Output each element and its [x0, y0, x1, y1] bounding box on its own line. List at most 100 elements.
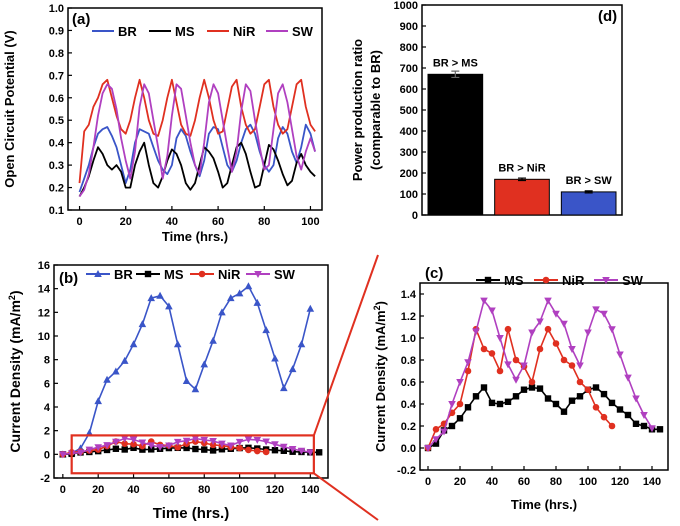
y-tick-label: 300: [400, 147, 418, 159]
x-tick-label: 80: [258, 216, 270, 228]
legend-label-ms: MS: [504, 273, 524, 288]
legend-label-ms: MS: [164, 267, 184, 282]
panel-label: (d): [598, 8, 617, 25]
data-point-ms: [103, 446, 111, 454]
x-tick-label: 60: [518, 476, 530, 488]
data-point-ms: [148, 446, 155, 453]
data-point-sw: [138, 439, 147, 447]
data-point-sw: [120, 435, 129, 443]
data-point-ms: [480, 384, 488, 391]
x-tick-label: 120: [266, 484, 284, 496]
y-axis-label-close: ): [7, 290, 23, 295]
data-point-nir: [236, 444, 243, 452]
data-point-br: [280, 384, 288, 392]
x-tick-label: 20: [120, 216, 132, 228]
data-point-ms: [520, 386, 528, 393]
panel-label: (a): [72, 11, 90, 28]
data-point-sw: [480, 297, 488, 305]
data-point-sw: [271, 441, 279, 449]
series-ms: [78, 141, 316, 197]
data-point-br: [218, 308, 226, 316]
data-point-sw: [616, 351, 624, 359]
data-point-ms: [552, 400, 560, 408]
y-tick-label: 0.0: [401, 443, 416, 455]
series-nir: [424, 325, 616, 452]
legend-marker-sw: [602, 277, 610, 284]
x-tick-label: 40: [166, 216, 178, 228]
data-point-sw: [464, 359, 472, 367]
data-point-nir: [456, 400, 464, 408]
y-tick-label: 0.7: [49, 70, 64, 82]
y-tick-label: 900: [400, 21, 418, 33]
panel-label: (c): [425, 265, 443, 282]
data-point-sw: [600, 310, 608, 318]
error-bar-0: [451, 70, 460, 79]
data-point-nir: [576, 378, 584, 386]
data-point-br: [138, 320, 147, 328]
data-point-sw: [129, 436, 138, 444]
y-axis-label: Open Circuit Potential (V): [2, 30, 17, 187]
data-point-sw: [496, 335, 504, 342]
data-point-ms: [280, 447, 288, 454]
data-point-br: [191, 385, 200, 393]
data-point-nir: [262, 448, 270, 456]
data-point-nir: [592, 404, 600, 411]
data-point-nir: [512, 356, 520, 364]
data-point-nir: [253, 447, 261, 455]
data-point-sw: [253, 436, 262, 444]
data-point-br: [173, 340, 182, 348]
x-tick-label: 0: [425, 476, 431, 488]
data-point-sw: [592, 306, 600, 314]
x-tick-label: 100: [579, 476, 597, 488]
data-point-ms: [192, 445, 199, 453]
data-point-nir: [544, 325, 552, 333]
y-tick-label: 600: [400, 84, 418, 96]
y-tick-label: 0.8: [49, 48, 64, 60]
series-line-br: [78, 123, 316, 193]
x-axis-label: Time (hrs.): [162, 229, 228, 244]
data-point-br: [253, 298, 262, 306]
y-tick-label: 800: [400, 42, 418, 54]
y-axis-label-main: Current Density (mA/m: [7, 300, 23, 452]
data-point-sw: [584, 329, 592, 337]
data-point-ms: [656, 426, 664, 433]
x-tick-label: 60: [163, 484, 175, 496]
panel-d: 0 100 200 300 400 500 600 700 800 900 1000 BR > MS B…: [350, 0, 623, 222]
series-br: [78, 123, 316, 193]
y-tick-label: 0.8: [401, 355, 416, 367]
data-point-ms: [464, 404, 472, 411]
data-point-ms: [560, 408, 568, 415]
data-point-sw: [640, 412, 648, 419]
data-point-sw: [76, 449, 85, 457]
data-point-sw: [200, 436, 209, 444]
data-point-br: [226, 294, 235, 302]
data-point-ms: [600, 390, 608, 398]
y-tick-label: 1.0: [49, 3, 64, 15]
data-point-br: [200, 360, 209, 368]
data-point-sw: [156, 443, 164, 451]
y-tick-label: 500: [400, 105, 418, 117]
x-tick-label: 40: [127, 484, 139, 496]
bar-annotation: BR > NiR: [498, 162, 545, 174]
data-point-br: [306, 304, 315, 312]
legend-label-ms: MS: [175, 24, 195, 39]
data-point-sw: [85, 446, 94, 454]
data-point-nir: [480, 345, 488, 353]
x-axis-label: Time (hrs.): [511, 497, 577, 512]
data-point-sw: [165, 442, 173, 450]
data-point-sw: [544, 297, 552, 305]
data-point-nir: [584, 386, 592, 394]
x-tick-label: 20: [454, 476, 466, 488]
x-tick-label: 140: [301, 484, 319, 496]
x-tick-label: 80: [198, 484, 210, 496]
data-point-ms: [504, 398, 512, 405]
y-tick-label: 1.0: [401, 333, 416, 345]
data-point-ms: [139, 446, 146, 453]
panel-label: (b): [59, 270, 78, 287]
y-tick-label: 8: [44, 355, 50, 367]
plot-frame: [53, 264, 329, 479]
data-point-ms: [448, 422, 456, 430]
y-tick-label: 400: [400, 126, 418, 138]
y-tick-label: 0.5: [49, 115, 64, 127]
